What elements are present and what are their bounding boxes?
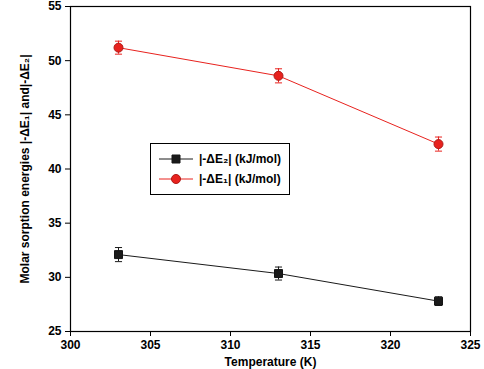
svg-text:315: 315: [300, 338, 320, 352]
svg-text:325: 325: [460, 338, 480, 352]
svg-text:310: 310: [220, 338, 240, 352]
svg-text:35: 35: [48, 216, 62, 230]
svg-text:55: 55: [48, 0, 62, 13]
svg-text:Temperature (K): Temperature (K): [225, 355, 317, 369]
svg-text:300: 300: [60, 338, 80, 352]
svg-text:Molar sorption energies |-ΔE₁|: Molar sorption energies |-ΔE₁| and|-ΔE₂|: [18, 54, 32, 283]
html-text:|-ΔE₂| (kJ/mol): |-ΔE₂| (kJ/mol): [199, 151, 281, 166]
svg-text:45: 45: [48, 108, 62, 122]
html-text:|-ΔE₁| (kJ/mol): |-ΔE₁| (kJ/mol): [199, 171, 281, 186]
svg-text:30: 30: [48, 270, 62, 284]
svg-text:25: 25: [48, 324, 62, 338]
svg-text:305: 305: [140, 338, 160, 352]
svg-text:40: 40: [48, 162, 62, 176]
svg-text:50: 50: [48, 54, 62, 68]
svg-text:320: 320: [380, 338, 400, 352]
